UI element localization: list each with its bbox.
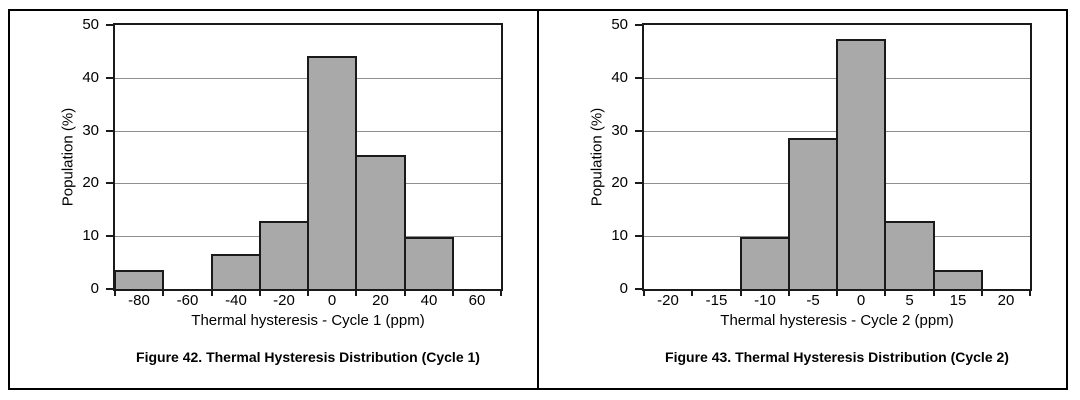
x-axis-tick bbox=[836, 289, 838, 296]
histogram-bar bbox=[884, 221, 935, 289]
histogram-cycle2: Population (%) Thermal hysteresis - Cycl… bbox=[539, 11, 1066, 388]
x-tick-label: -40 bbox=[225, 292, 247, 309]
plot-area bbox=[106, 23, 503, 296]
y-tick-label: 20 bbox=[82, 174, 99, 191]
x-axis-tick bbox=[162, 289, 164, 296]
x-tick-label: 0 bbox=[327, 292, 337, 309]
histogram-bar bbox=[788, 138, 838, 289]
histogram-bar bbox=[259, 221, 309, 289]
y-axis-tick bbox=[635, 24, 642, 26]
x-tick-label: 40 bbox=[420, 292, 438, 309]
x-axis-tick bbox=[211, 289, 213, 296]
y-tick-label: 50 bbox=[611, 16, 628, 33]
x-tick-label: 15 bbox=[949, 292, 967, 309]
histogram-bar bbox=[836, 39, 886, 289]
y-axis-tick bbox=[106, 77, 113, 79]
histogram-bar bbox=[404, 237, 454, 289]
y-tick-label: 0 bbox=[619, 280, 628, 297]
panel-cycle1: Population (%) Thermal hysteresis - Cycl… bbox=[10, 11, 537, 388]
x-axis-tick bbox=[691, 289, 693, 296]
y-tick-label: 10 bbox=[82, 227, 99, 244]
panel-divider bbox=[537, 11, 539, 388]
x-tick-label: 20 bbox=[997, 292, 1015, 309]
x-axis-title: Thermal hysteresis - Cycle 1 (ppm) bbox=[191, 312, 425, 329]
x-tick-label: -80 bbox=[128, 292, 150, 309]
x-axis-tick bbox=[788, 289, 790, 296]
figure-caption: Figure 43. Thermal Hysteresis Distributi… bbox=[665, 349, 1009, 365]
y-axis-tick bbox=[106, 288, 113, 290]
x-axis-tick bbox=[500, 289, 502, 296]
histogram-cycle1: Population (%) Thermal hysteresis - Cycl… bbox=[10, 11, 537, 388]
x-axis-title: Thermal hysteresis - Cycle 2 (ppm) bbox=[720, 312, 954, 329]
y-tick-label: 20 bbox=[611, 174, 628, 191]
y-axis-tick bbox=[106, 182, 113, 184]
x-tick-label: -10 bbox=[754, 292, 776, 309]
x-tick-label: 20 bbox=[372, 292, 389, 309]
y-tick-label: 30 bbox=[82, 122, 99, 139]
y-tick-label: 10 bbox=[611, 227, 628, 244]
y-tick-label: 0 bbox=[90, 280, 99, 297]
y-axis-tick bbox=[106, 235, 113, 237]
y-axis-tick bbox=[635, 288, 642, 290]
y-axis-tick bbox=[106, 130, 113, 132]
x-tick-label: -5 bbox=[806, 292, 820, 309]
y-tick-label: 50 bbox=[82, 16, 99, 33]
plot-area bbox=[635, 23, 1032, 296]
x-tick-label: 60 bbox=[468, 292, 486, 309]
x-axis-tick bbox=[1029, 289, 1031, 296]
x-axis-tick bbox=[884, 289, 886, 296]
y-axis-tick bbox=[635, 182, 642, 184]
x-axis-tick bbox=[404, 289, 406, 296]
histogram-bar bbox=[211, 254, 261, 289]
y-axis-tick bbox=[106, 24, 113, 26]
y-tick-label: 40 bbox=[82, 69, 99, 86]
x-axis-tick bbox=[981, 289, 983, 296]
x-tick-label: -20 bbox=[657, 292, 679, 309]
x-axis-tick bbox=[307, 289, 309, 296]
x-axis-tick bbox=[355, 289, 357, 296]
x-axis-tick bbox=[259, 289, 261, 296]
figure-caption: Figure 42. Thermal Hysteresis Distributi… bbox=[136, 349, 480, 365]
histogram-bar bbox=[355, 155, 406, 289]
y-axis-tick bbox=[635, 235, 642, 237]
x-axis-tick bbox=[740, 289, 742, 296]
y-axis-tick bbox=[635, 130, 642, 132]
x-axis-tick bbox=[452, 289, 454, 296]
y-tick-label: 40 bbox=[611, 69, 628, 86]
x-axis-tick bbox=[114, 289, 116, 296]
panel-cycle2: Population (%) Thermal hysteresis - Cycl… bbox=[539, 11, 1066, 388]
x-axis-tick bbox=[933, 289, 935, 296]
x-tick-label: 5 bbox=[905, 292, 914, 309]
histogram-bar bbox=[933, 270, 983, 289]
x-tick-label: 0 bbox=[856, 292, 866, 309]
histogram-bar bbox=[307, 56, 357, 289]
histogram-bar bbox=[114, 270, 164, 289]
x-tick-label: -60 bbox=[176, 292, 199, 309]
figure-frame: Population (%) Thermal hysteresis - Cycl… bbox=[8, 9, 1068, 390]
y-axis-tick bbox=[635, 77, 642, 79]
x-tick-label: -20 bbox=[273, 292, 295, 309]
x-axis-tick bbox=[643, 289, 645, 296]
y-tick-label: 30 bbox=[611, 122, 628, 139]
histogram-bar bbox=[740, 237, 790, 289]
x-tick-label: -15 bbox=[705, 292, 728, 309]
